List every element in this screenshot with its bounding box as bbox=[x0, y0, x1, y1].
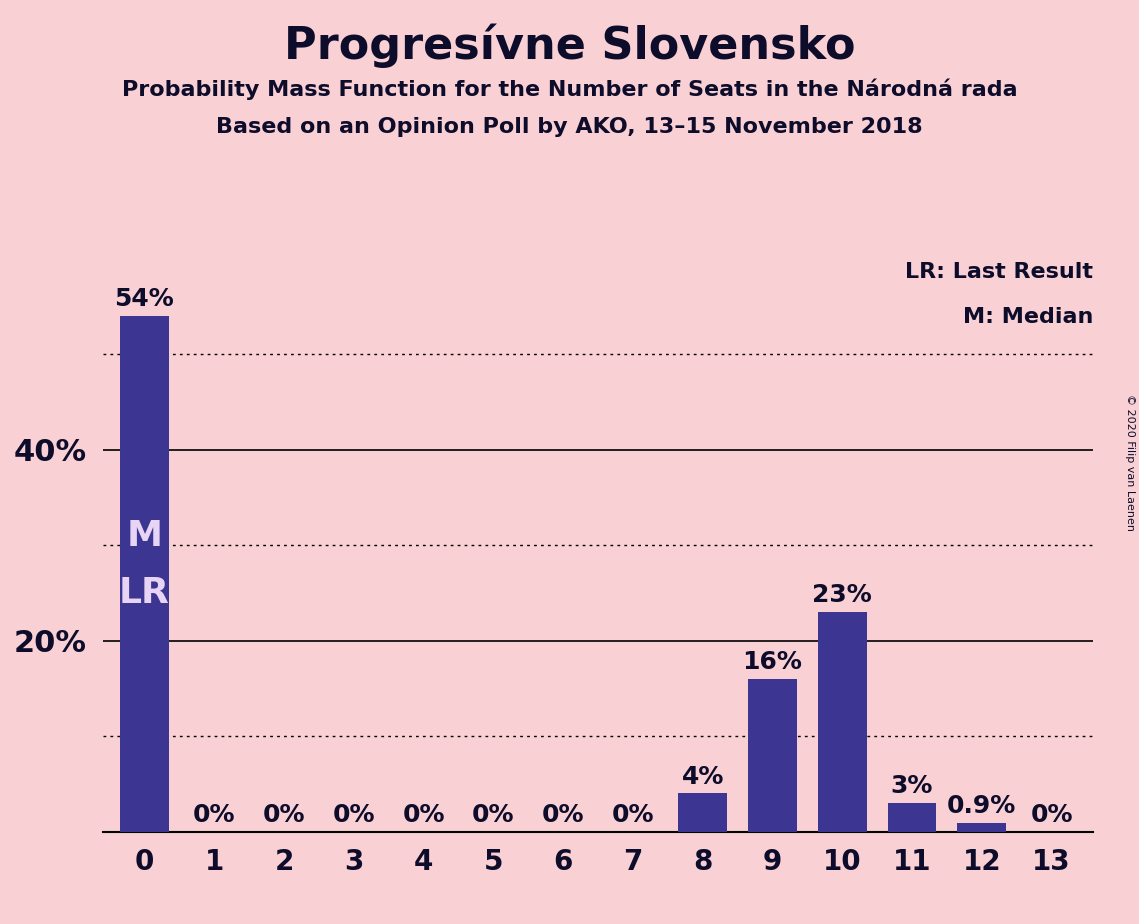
Text: 0%: 0% bbox=[263, 803, 305, 827]
Text: 0%: 0% bbox=[612, 803, 654, 827]
Text: M: M bbox=[126, 518, 163, 553]
Text: 54%: 54% bbox=[115, 287, 174, 311]
Text: 3%: 3% bbox=[891, 774, 933, 798]
Text: 4%: 4% bbox=[681, 765, 724, 789]
Bar bbox=[120, 316, 169, 832]
Text: © 2020 Filip van Laenen: © 2020 Filip van Laenen bbox=[1125, 394, 1134, 530]
Bar bbox=[748, 679, 797, 832]
Text: 0%: 0% bbox=[542, 803, 584, 827]
Bar bbox=[678, 794, 727, 832]
Text: 0%: 0% bbox=[1031, 803, 1073, 827]
Text: LR: Last Result: LR: Last Result bbox=[906, 261, 1093, 282]
Text: 16%: 16% bbox=[743, 650, 802, 675]
Text: 0%: 0% bbox=[192, 803, 236, 827]
Text: 23%: 23% bbox=[812, 583, 872, 607]
Text: 0%: 0% bbox=[402, 803, 444, 827]
Text: Probability Mass Function for the Number of Seats in the Národná rada: Probability Mass Function for the Number… bbox=[122, 79, 1017, 100]
Text: Based on an Opinion Poll by AKO, 13–15 November 2018: Based on an Opinion Poll by AKO, 13–15 N… bbox=[216, 117, 923, 138]
Text: 0%: 0% bbox=[472, 803, 515, 827]
Bar bbox=[887, 803, 936, 832]
Text: M: Median: M: Median bbox=[964, 308, 1093, 327]
Text: 0%: 0% bbox=[333, 803, 375, 827]
Bar bbox=[958, 823, 1006, 832]
Text: LR: LR bbox=[118, 576, 170, 610]
Text: Progresívne Slovensko: Progresívne Slovensko bbox=[284, 23, 855, 67]
Text: 0.9%: 0.9% bbox=[948, 795, 1016, 819]
Bar bbox=[818, 612, 867, 832]
